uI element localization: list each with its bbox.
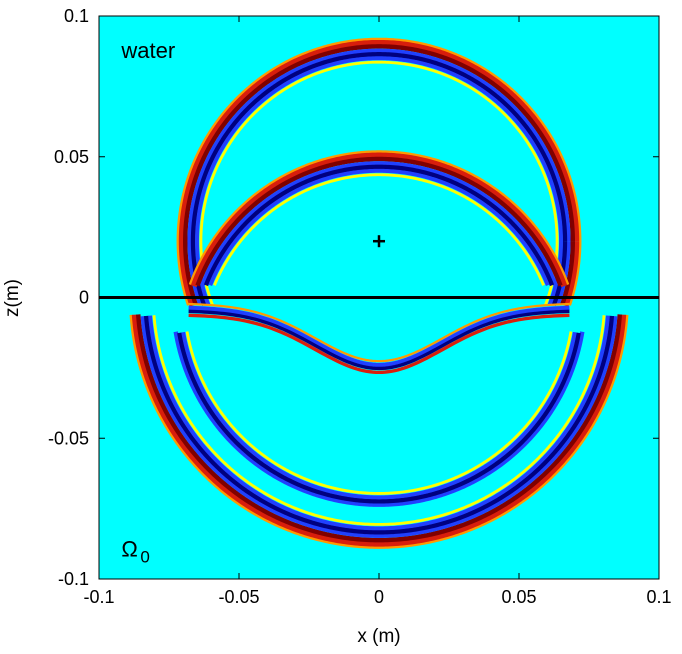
wavefront-band bbox=[131, 314, 627, 547]
y-tick-label: -0.05 bbox=[48, 428, 89, 448]
wavefront-band bbox=[143, 315, 615, 535]
y-axis: 0.1 0.05 0 -0.05 -0.1 bbox=[48, 6, 659, 589]
wavefront-band bbox=[178, 39, 580, 307]
head-wave-band bbox=[188, 305, 570, 368]
y-tick-label: 0.05 bbox=[54, 147, 89, 167]
wavefront-band bbox=[176, 37, 582, 306]
wavefront-band bbox=[185, 331, 573, 495]
wavefront-band bbox=[200, 161, 558, 287]
x-axis: -0.1 -0.05 0 0.05 0.1 bbox=[83, 16, 672, 607]
y-tick-label: 0.1 bbox=[64, 6, 89, 26]
x-axis-label: x (m) bbox=[357, 626, 400, 647]
y-axis-label: z(m) bbox=[2, 279, 23, 317]
wavefront-band bbox=[152, 315, 606, 526]
wavefront-band bbox=[129, 314, 629, 549]
wavefront-refracted-inner bbox=[173, 331, 585, 507]
x-tick-label: 0.1 bbox=[646, 587, 671, 607]
wavefront-reflected-upper bbox=[188, 150, 570, 288]
head-wave-band bbox=[188, 313, 570, 375]
x-tick-label: -0.1 bbox=[83, 587, 114, 607]
x-tick-label: 0 bbox=[374, 587, 384, 607]
wavefront-band bbox=[188, 150, 570, 286]
x-tick-label: -0.05 bbox=[218, 587, 259, 607]
wavefront-band bbox=[181, 331, 577, 500]
y-tick-label: 0 bbox=[79, 288, 89, 308]
wavefront-band bbox=[173, 331, 585, 507]
wavefront-band bbox=[148, 315, 610, 531]
omega-main-text: Ω bbox=[121, 536, 137, 561]
wavefront-band bbox=[187, 48, 571, 306]
wavefield-layer bbox=[129, 37, 629, 549]
wavefront-band bbox=[213, 173, 545, 286]
wavefront-band bbox=[195, 156, 563, 287]
interface-head-wave bbox=[188, 302, 570, 375]
annotation-water: water bbox=[120, 38, 175, 63]
wavefront-band bbox=[190, 152, 568, 288]
wavefront-band bbox=[203, 164, 555, 287]
y-tick-label: -0.1 bbox=[58, 569, 89, 589]
wavefront-band bbox=[177, 332, 581, 504]
annotation-omega: Ω 0 bbox=[121, 536, 149, 566]
wavefront-band bbox=[182, 44, 575, 306]
wavefront-transmitted-lower bbox=[129, 314, 629, 549]
wavefront-band bbox=[140, 315, 618, 538]
wavefront-band bbox=[208, 168, 550, 286]
head-wave-band bbox=[188, 309, 570, 371]
source-marker bbox=[373, 235, 385, 248]
omega-sub-text: 0 bbox=[140, 547, 149, 566]
head-wave-band bbox=[188, 302, 570, 363]
wavefront-band bbox=[135, 314, 623, 543]
x-tick-label: 0.05 bbox=[501, 587, 536, 607]
